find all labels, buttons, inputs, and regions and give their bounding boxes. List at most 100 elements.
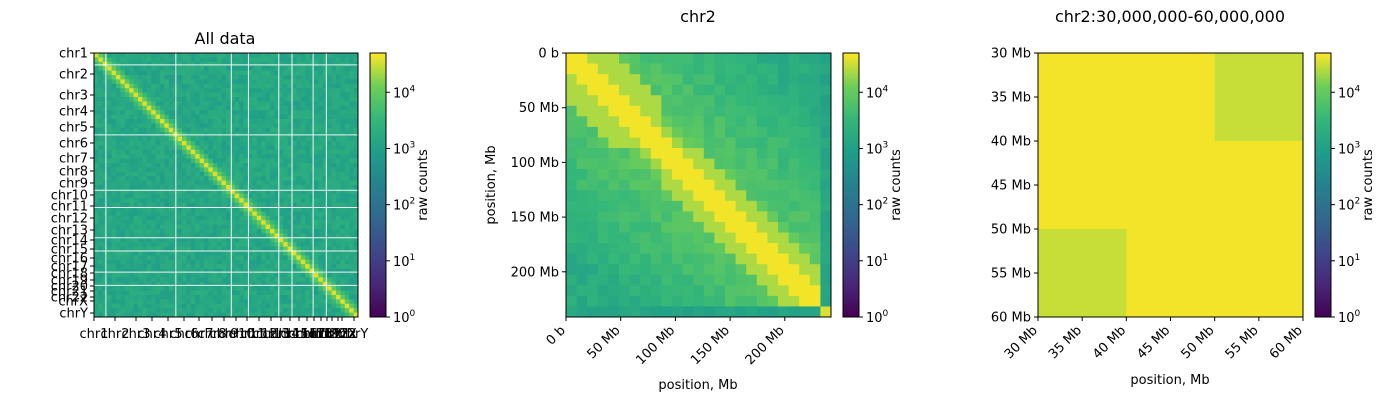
heatmap-cell: [151, 233, 156, 239]
heatmap-cell: [164, 70, 170, 76]
heatmap-cell: [756, 253, 768, 265]
heatmap-cell: [261, 163, 266, 168]
heatmap-cell: [182, 303, 187, 309]
heatmap-cell: [120, 202, 126, 208]
heatmap-cell: [204, 145, 209, 151]
heatmap-cell: [217, 207, 222, 212]
heatmap-cell: [208, 185, 214, 190]
x-tick-label: 35 Mb: [1046, 323, 1085, 362]
heatmap-cell: [164, 88, 170, 93]
heatmap-cell: [182, 114, 187, 120]
heatmap-cell: [102, 264, 108, 269]
heatmap-cell: [682, 211, 694, 223]
heatmap-cell: [111, 207, 117, 212]
heatmap-cell: [650, 148, 662, 159]
heatmap-cell: [788, 53, 800, 64]
heatmap-cell: [199, 141, 205, 146]
heatmap-cell: [208, 127, 214, 133]
heatmap-cell: [186, 242, 192, 247]
heatmap-cell: [274, 281, 280, 287]
heatmap-cell: [190, 127, 196, 133]
heatmap-cell: [331, 127, 337, 133]
heatmap-cell: [353, 259, 359, 265]
heatmap-cell: [151, 215, 156, 221]
heatmap-cell: [120, 53, 126, 58]
heatmap-cell: [650, 211, 662, 223]
heatmap-cell: [102, 61, 108, 67]
heatmap-cell: [94, 149, 99, 155]
heatmap-cell: [208, 193, 214, 199]
heatmap-cell: [142, 229, 148, 234]
heatmap-cell: [186, 290, 192, 296]
heatmap-cell: [234, 189, 240, 195]
heatmap-cell: [305, 145, 310, 151]
heatmap-cell: [142, 264, 148, 269]
heatmap-cell: [138, 171, 143, 177]
heatmap-cell: [111, 312, 117, 318]
heatmap-cell: [278, 215, 284, 221]
heatmap-cell: [629, 274, 641, 286]
heatmap-cell: [799, 95, 811, 107]
heatmap-cell: [111, 277, 117, 283]
heatmap-cell: [287, 202, 293, 208]
heatmap-cell: [151, 207, 156, 212]
heatmap-cell: [120, 193, 126, 199]
heatmap-cell: [682, 53, 694, 64]
heatmap-cell: [270, 268, 275, 274]
heatmap-cell: [164, 149, 170, 155]
heatmap-cell: [212, 246, 218, 252]
heatmap-cell: [98, 119, 104, 124]
heatmap-cell: [234, 127, 240, 133]
heatmap-cell: [160, 215, 165, 221]
heatmap-cell: [239, 101, 244, 107]
heatmap-cell: [199, 189, 205, 195]
heatmap-cell: [94, 171, 99, 177]
heatmap-cell: [746, 158, 758, 170]
heatmap-cell: [208, 242, 214, 247]
heatmap-cell: [340, 119, 346, 124]
heatmap-cell: [155, 264, 161, 269]
heatmap-cell: [151, 299, 156, 305]
heatmap-cell: [788, 116, 800, 128]
heatmap-cell: [190, 114, 196, 120]
heatmap-cell: [265, 114, 271, 120]
heatmap-cell: [619, 179, 630, 191]
heatmap-cell: [107, 273, 112, 278]
heatmap-cell: [327, 281, 332, 287]
heatmap-cell: [234, 233, 240, 239]
heatmap-cell: [587, 95, 599, 107]
heatmap-cell: [234, 171, 240, 177]
heatmap-cell: [138, 193, 143, 199]
heatmap-cell: [767, 211, 779, 223]
heatmap-cell: [186, 141, 192, 146]
heatmap-cell: [195, 229, 200, 234]
heatmap-cell: [111, 242, 117, 247]
heatmap-cell: [703, 95, 715, 107]
heatmap-cell: [195, 237, 200, 243]
heatmap-cell: [239, 255, 244, 261]
heatmap-cell: [230, 277, 236, 283]
heatmap-cell: [182, 259, 187, 265]
heatmap-cell: [217, 154, 222, 159]
heatmap-cell: [107, 136, 112, 142]
heatmap-cell: [120, 198, 126, 203]
heatmap-cell: [292, 75, 297, 80]
heatmap-cell: [661, 74, 673, 86]
x-tick-label: chr20: [308, 327, 345, 342]
panel1-heatmap: [94, 53, 359, 318]
heatmap-cell: [309, 286, 315, 291]
heatmap-cell: [735, 74, 747, 86]
heatmap-cell: [164, 163, 170, 168]
heatmap-cell: [292, 303, 297, 309]
heatmap-cell: [190, 308, 196, 313]
heatmap-cell: [799, 221, 811, 233]
panel1-x-ticks: chr1chr2chr3chr4chr5chr6chr7chr8chr9chr1…: [79, 317, 368, 342]
heatmap-cell: [151, 295, 156, 300]
heatmap-cell: [124, 211, 130, 217]
heatmap-cell: [168, 312, 174, 318]
heatmap-cell: [102, 141, 108, 146]
heatmap-cell: [151, 189, 156, 195]
heatmap-cell: [98, 123, 104, 129]
heatmap-cell: [322, 114, 328, 120]
